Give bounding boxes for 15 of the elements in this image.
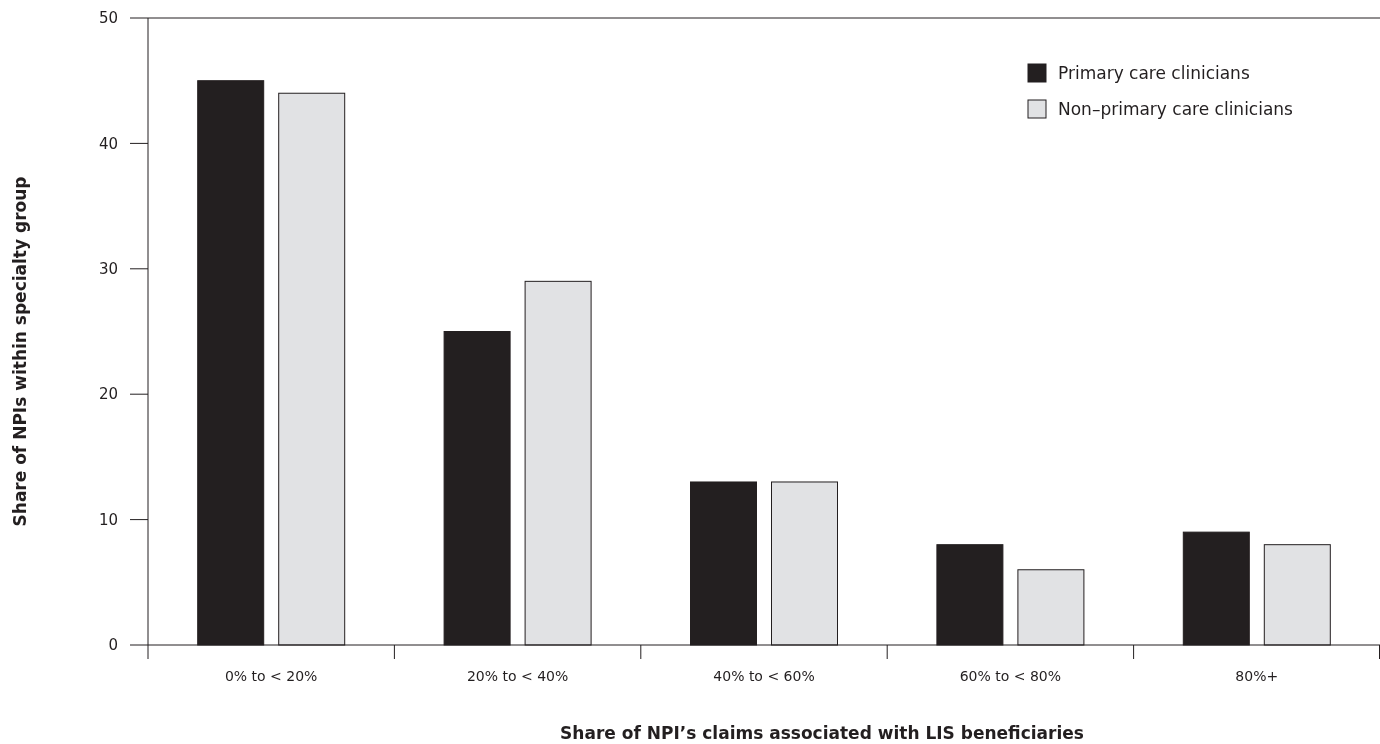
y-tick-label: 40 — [98, 134, 118, 153]
y-tick-label: 20 — [98, 385, 118, 404]
x-tick-label: 0% to < 20% — [224, 668, 318, 684]
y-tick-label: 10 — [98, 510, 118, 529]
x-tick-label: 60% to < 80% — [959, 668, 1062, 684]
y-tick-label: 50 — [98, 9, 118, 28]
x-tick-label: 80%+ — [1235, 668, 1279, 684]
y-axis-title: Share of NPIs within specialty group — [10, 176, 30, 527]
x-tick-label: 20% to < 40% — [466, 668, 569, 684]
legend-label: Non–primary care clinicians — [1058, 98, 1294, 119]
legend-label: Primary care clinicians — [1058, 62, 1250, 83]
y-tick-label: 0 — [108, 636, 118, 655]
x-tick-label: 40% to < 60% — [713, 668, 815, 684]
x-axis-title: Share of NPI’s claims associated with LIS beneficiaries — [560, 723, 1084, 743]
y-tick-label: 30 — [98, 260, 118, 279]
